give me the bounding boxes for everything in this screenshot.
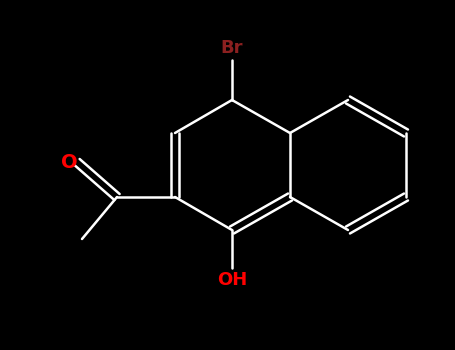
Text: Br: Br [221, 39, 243, 57]
Text: O: O [61, 153, 77, 172]
Text: OH: OH [217, 271, 247, 289]
